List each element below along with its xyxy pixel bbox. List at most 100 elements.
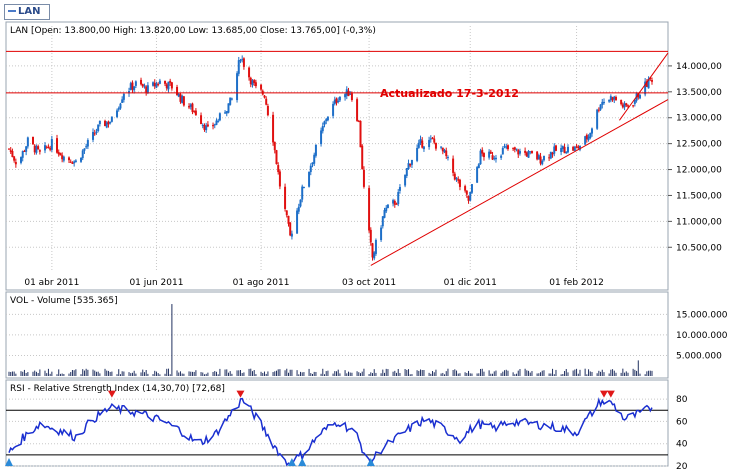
candle-body bbox=[380, 227, 383, 241]
candle-body bbox=[469, 192, 472, 201]
candle-body bbox=[561, 146, 564, 150]
candle-body bbox=[47, 146, 50, 148]
candle-body bbox=[237, 60, 240, 74]
candle-body bbox=[290, 233, 293, 237]
candle-body bbox=[140, 79, 143, 85]
annotation-label: Actualizado 17-3-2012 bbox=[380, 87, 519, 100]
candle-body bbox=[157, 84, 160, 86]
candle-body bbox=[493, 158, 496, 160]
candle-body bbox=[86, 140, 89, 147]
candle-body bbox=[500, 155, 503, 158]
candle-body bbox=[146, 85, 149, 93]
candle-body bbox=[188, 106, 191, 108]
candle-body bbox=[590, 128, 593, 134]
candle-body bbox=[626, 105, 629, 107]
candle-body bbox=[83, 148, 86, 151]
x-tick-label: 01 abr 2011 bbox=[24, 278, 79, 288]
candle-body bbox=[57, 152, 60, 155]
candle-body bbox=[560, 148, 563, 153]
candle-body bbox=[23, 150, 26, 152]
candle-body bbox=[248, 67, 251, 78]
candle-body bbox=[344, 94, 347, 98]
price-header: LAN [Open: 13.800,00 High: 13.820,00 Low… bbox=[10, 26, 376, 36]
y-tick-label: 10.500,00 bbox=[676, 243, 722, 253]
rsi-line bbox=[8, 397, 653, 467]
candle-body bbox=[527, 151, 530, 158]
candle-body bbox=[224, 112, 227, 114]
candle-body bbox=[335, 98, 338, 103]
candle-body bbox=[392, 200, 395, 204]
candle-body bbox=[385, 207, 388, 212]
candle-body bbox=[637, 93, 640, 98]
candle-body bbox=[275, 150, 278, 165]
candle-body bbox=[440, 146, 443, 148]
candle-body bbox=[134, 81, 137, 86]
candle-body bbox=[470, 184, 473, 193]
candle-body bbox=[505, 146, 508, 148]
candle-body bbox=[529, 151, 532, 153]
candle-body bbox=[476, 167, 479, 183]
candle-body bbox=[68, 157, 71, 161]
candle-body bbox=[32, 136, 35, 145]
candle-body bbox=[179, 94, 182, 102]
candle-body bbox=[416, 147, 419, 161]
candle-body bbox=[296, 210, 299, 234]
candle-body bbox=[409, 163, 412, 166]
candle-body bbox=[548, 157, 551, 159]
candle-body bbox=[85, 146, 88, 148]
candle-body bbox=[45, 146, 48, 148]
legend-symbol-label: LAN bbox=[18, 6, 41, 17]
candle-body bbox=[59, 153, 62, 156]
candle-body bbox=[410, 159, 413, 165]
candle-body bbox=[601, 101, 604, 105]
candle-body bbox=[212, 125, 215, 127]
candle-body bbox=[21, 151, 24, 158]
candle-body bbox=[565, 152, 568, 154]
candle-body bbox=[369, 229, 372, 243]
candle-body bbox=[69, 161, 72, 163]
candle-body bbox=[121, 99, 124, 103]
candle-body bbox=[38, 150, 41, 152]
rsi-buy-marker bbox=[298, 458, 307, 466]
candle-body bbox=[289, 222, 292, 236]
candle-body bbox=[596, 109, 599, 129]
rsi-tick-label: 80 bbox=[676, 395, 688, 405]
candle-body bbox=[263, 95, 266, 98]
y-tick-label: 13.500,00 bbox=[676, 88, 722, 98]
candle-body bbox=[455, 177, 458, 180]
candle-body bbox=[93, 133, 96, 135]
candle-body bbox=[645, 81, 648, 87]
candle-body bbox=[110, 116, 113, 122]
candle-body bbox=[405, 168, 408, 176]
candle-body bbox=[536, 151, 539, 160]
candle-body bbox=[8, 148, 10, 150]
rsi-panel bbox=[5, 379, 669, 467]
candle-body bbox=[445, 150, 448, 157]
candle-body bbox=[225, 111, 228, 114]
candle-body bbox=[229, 97, 232, 105]
candle-body bbox=[74, 160, 77, 163]
candle-body bbox=[374, 239, 377, 254]
candle-body bbox=[368, 188, 371, 231]
candle-body bbox=[301, 186, 304, 200]
candle-body bbox=[241, 58, 244, 60]
candle-body bbox=[308, 171, 311, 187]
candle-body bbox=[325, 119, 328, 122]
volume-tick-label: 5.000.000 bbox=[676, 351, 722, 361]
y-tick-label: 14.000,00 bbox=[676, 62, 722, 72]
candle-body bbox=[131, 82, 134, 90]
candle-body bbox=[191, 103, 194, 112]
candle-body bbox=[381, 216, 384, 227]
candle-body bbox=[143, 85, 146, 87]
candle-body bbox=[621, 104, 624, 108]
symbol-legend[interactable]: LAN bbox=[4, 4, 50, 20]
y-tick-label: 11.500,00 bbox=[676, 191, 722, 201]
candle-body bbox=[119, 103, 122, 109]
candle-body bbox=[145, 86, 148, 93]
candle-body bbox=[465, 190, 468, 195]
volume-tick-label: 15.000.000 bbox=[676, 310, 728, 320]
candle-body bbox=[383, 210, 386, 218]
candle-body bbox=[104, 120, 107, 127]
